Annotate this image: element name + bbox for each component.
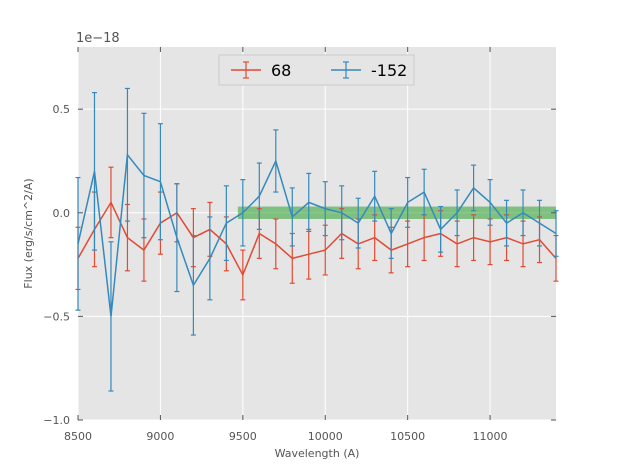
error-bar bbox=[207, 216, 213, 301]
legend-label-68: 68 bbox=[271, 61, 291, 80]
error-bar bbox=[553, 210, 559, 257]
x-tick-label: 10000 bbox=[308, 430, 343, 443]
error-bar bbox=[91, 91, 97, 251]
band-rect bbox=[237, 206, 556, 219]
error-bar bbox=[487, 179, 493, 226]
y-tick-label: −1.0 bbox=[43, 414, 70, 427]
y-offset-label: 1e−18 bbox=[76, 31, 120, 46]
error-bar bbox=[372, 170, 378, 222]
error-bar bbox=[537, 199, 543, 247]
series-line bbox=[77, 200, 557, 277]
error-bar bbox=[273, 129, 279, 193]
error-bar bbox=[157, 123, 163, 241]
legend-key-68 bbox=[231, 61, 261, 79]
legend-label-neg152: -152 bbox=[371, 61, 407, 80]
error-bar bbox=[124, 87, 130, 222]
error-bar bbox=[388, 208, 394, 259]
axis-ticks: 8500 9000 9500 10000 10500 11000 −1.0 −0.5 0.0 0.… bbox=[43, 47, 556, 443]
error-bar bbox=[75, 176, 81, 311]
error-bar bbox=[240, 179, 246, 247]
x-tick-label: 9000 bbox=[146, 430, 174, 443]
error-bar bbox=[223, 185, 229, 262]
error-bar bbox=[174, 183, 180, 293]
y-tick-label: 0.5 bbox=[53, 103, 71, 116]
y-axis-label: Flux (erg/s/cm^2/A) bbox=[22, 178, 35, 288]
flux-band bbox=[237, 206, 556, 219]
x-tick-label: 11000 bbox=[473, 430, 508, 443]
error-bar bbox=[454, 189, 460, 237]
x-tick-label: 10500 bbox=[390, 430, 425, 443]
error-bar bbox=[405, 176, 411, 228]
x-tick-label: 9500 bbox=[229, 430, 257, 443]
series-line bbox=[77, 152, 557, 317]
error-bar bbox=[339, 185, 345, 241]
error-bar bbox=[438, 205, 444, 253]
legend-key-neg152 bbox=[331, 61, 361, 79]
x-axis-label: Wavelength (A) bbox=[275, 447, 360, 460]
error-bar bbox=[471, 214, 477, 262]
plot-area bbox=[78, 47, 556, 420]
error-bar bbox=[190, 234, 196, 336]
error-bar bbox=[273, 218, 279, 270]
error-bar bbox=[520, 189, 526, 237]
error-bar bbox=[471, 164, 477, 212]
y-tick-label: 0.0 bbox=[53, 207, 71, 220]
error-bar bbox=[256, 162, 262, 230]
error-bar bbox=[421, 168, 427, 216]
error-bar bbox=[141, 112, 147, 239]
error-bar bbox=[108, 166, 114, 239]
x-tick-label: 8500 bbox=[64, 430, 92, 443]
y-tick-label: −0.5 bbox=[43, 310, 70, 323]
error-bar bbox=[322, 181, 328, 237]
error-bar bbox=[289, 187, 295, 247]
series-group bbox=[75, 87, 559, 392]
error-bar bbox=[355, 197, 361, 249]
error-bar bbox=[108, 241, 114, 392]
error-bar bbox=[504, 199, 510, 247]
series-1 bbox=[75, 87, 559, 392]
error-bar bbox=[240, 249, 246, 301]
error-bar bbox=[306, 172, 312, 233]
legend: 68 -152 bbox=[218, 54, 415, 86]
